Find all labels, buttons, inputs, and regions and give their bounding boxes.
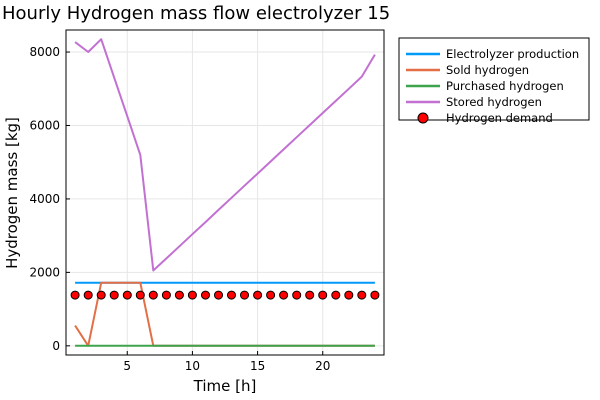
axis-ticks: 5 10 15 20 0 2000 4000 6000 8000 [29,45,330,373]
demand-point [305,290,315,300]
legend-label: Electrolyzer production [446,47,579,61]
demand-point [370,290,380,300]
y-axis-label: Hydrogen mass [kg] [3,117,21,269]
demand-point [292,290,302,300]
demand-point [227,290,236,300]
demand-point [70,290,80,300]
series-line-sold-hydrogen [74,281,375,347]
x-tick-label: 15 [250,359,265,373]
y-tick-label: 4000 [29,192,60,206]
legend-label: Sold hydrogen [446,63,529,77]
series-layer [70,38,380,347]
demand-point [109,290,119,300]
demand-point [201,290,210,300]
legend-box [398,37,590,121]
series-line-stored-hydrogen [74,38,376,272]
demand-point [279,290,289,300]
demand-point [240,290,249,300]
demand-point [187,290,197,300]
legend: Electrolyzer production Sold hydrogen Purc… [398,37,590,125]
demand-point [83,290,93,300]
demand-point [253,290,263,300]
demand-point [135,290,145,300]
y-tick-label: 8000 [29,45,60,59]
demand-point [122,290,132,300]
chart-title: Hourly Hydrogen mass flow electrolyzer 1… [2,3,390,24]
y-tick-label: 0 [52,339,60,353]
demand-point [174,290,184,300]
legend-label: Hydrogen demand [446,111,553,125]
x-axis-label: Time [h] [193,377,257,395]
legend-marker [417,112,429,124]
x-tick-label: 5 [123,359,131,373]
demand-point [344,290,354,300]
demand-point [148,290,158,300]
demand-point [266,290,276,300]
legend-label: Stored hydrogen [446,95,542,109]
demand-point [357,290,367,300]
y-tick-label: 6000 [29,118,60,132]
plot-frame [65,29,385,356]
demand-point [214,290,223,300]
y-tick-label: 2000 [29,265,60,279]
demand-point [331,290,341,300]
x-tick-label: 20 [315,359,330,373]
demand-point [161,290,171,300]
demand-point [318,290,328,300]
x-tick-label: 10 [185,359,200,373]
legend-label: Purchased hydrogen [446,79,564,93]
demand-point [96,290,106,300]
